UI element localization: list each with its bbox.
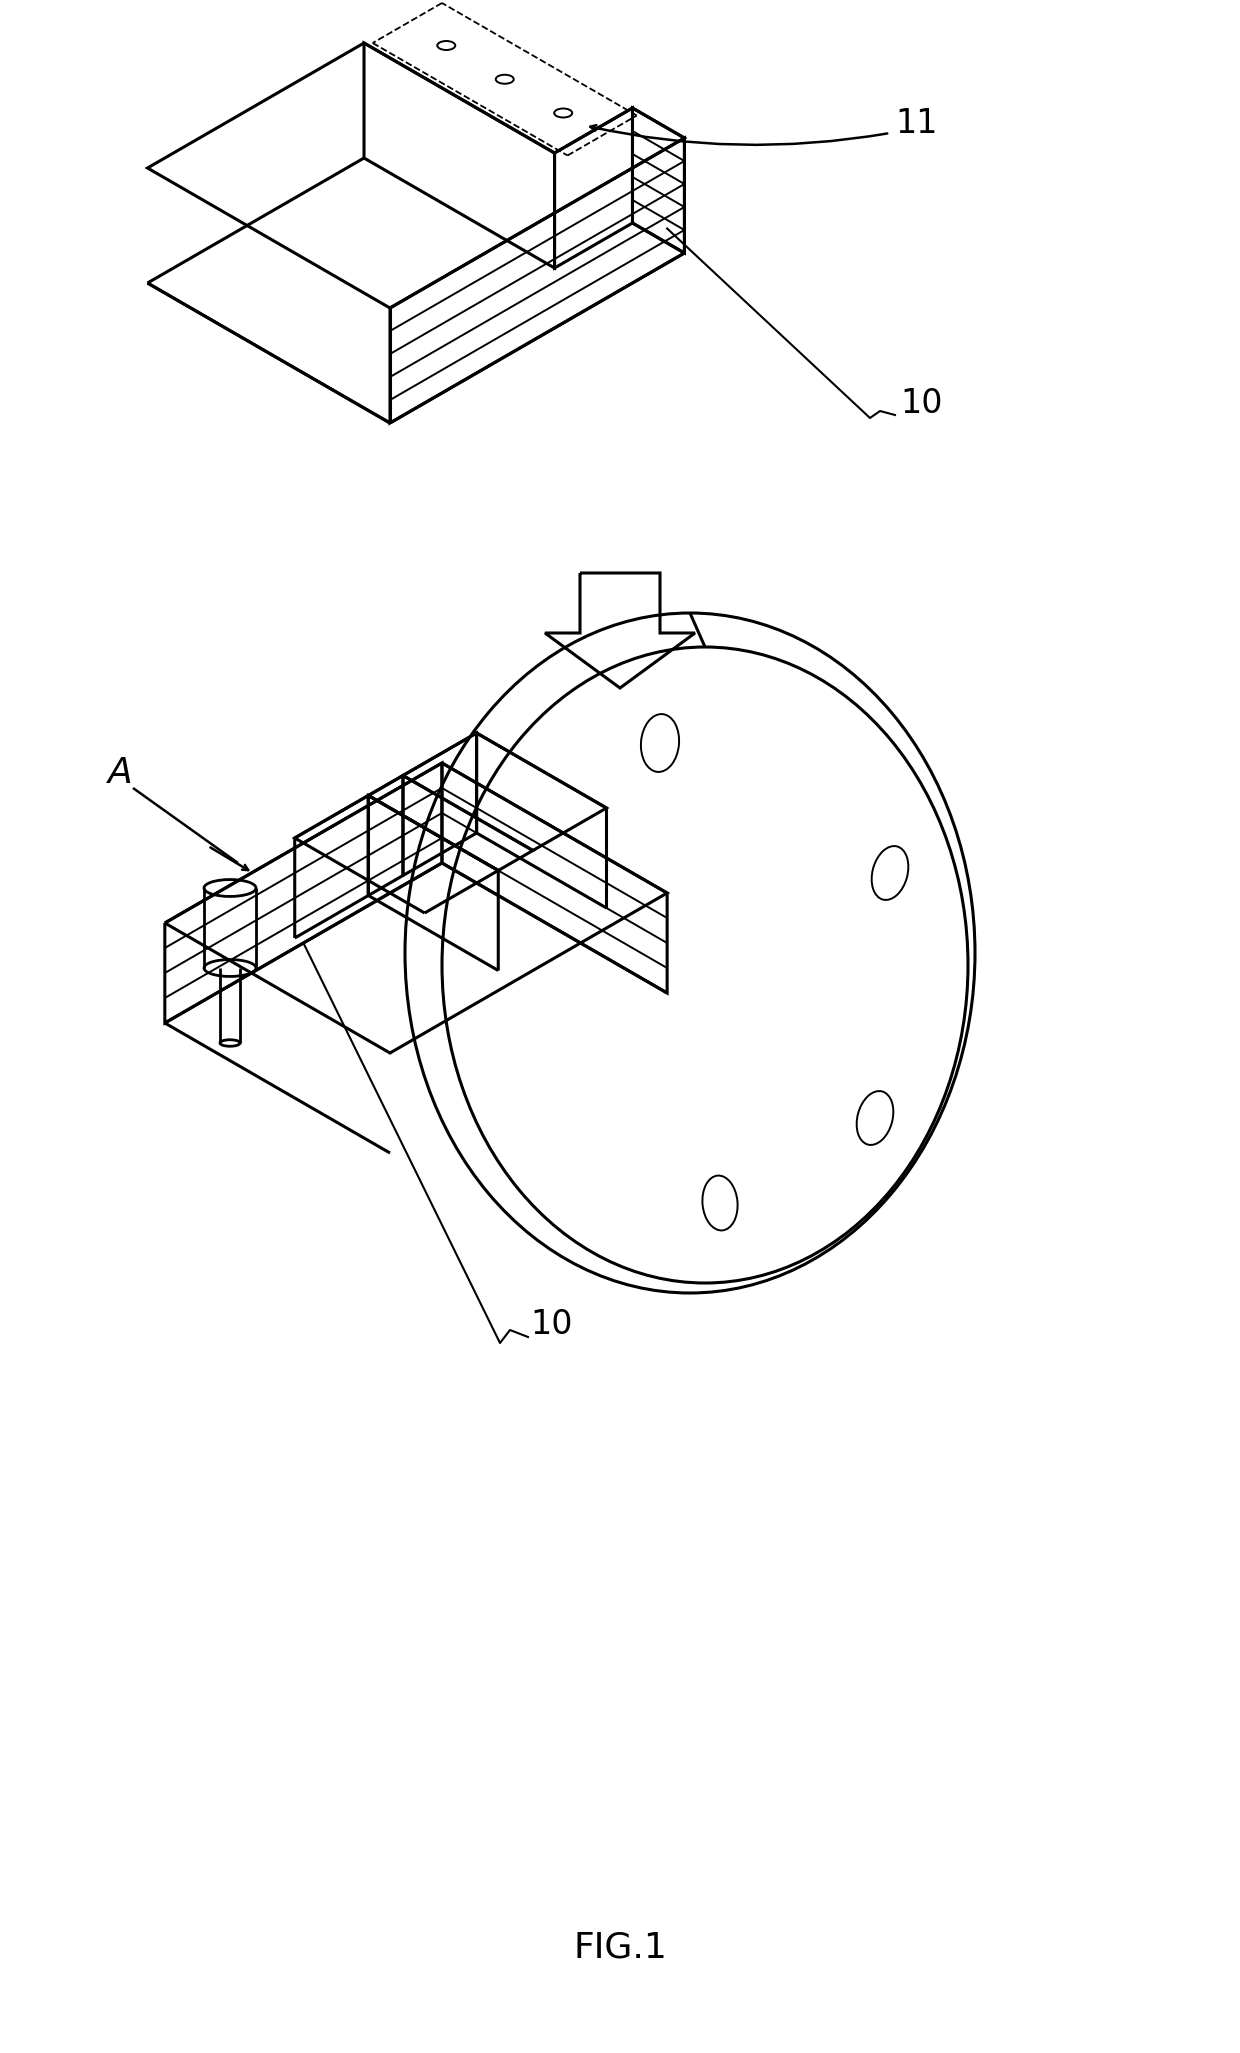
- Text: 10: 10: [529, 1308, 573, 1341]
- Text: 10: 10: [900, 386, 942, 419]
- Text: A: A: [108, 756, 133, 790]
- Text: 11: 11: [895, 107, 937, 140]
- Text: FIG.1: FIG.1: [573, 1932, 667, 1965]
